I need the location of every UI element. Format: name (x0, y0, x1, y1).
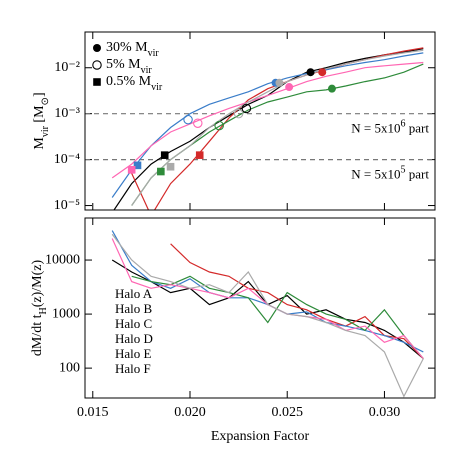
legend-label-part: 5% M (106, 57, 141, 72)
mass-marker (160, 151, 169, 159)
mass-marker (166, 162, 175, 171)
reference-label-part: 6 (401, 118, 406, 129)
y-axis-title: Mvir [M⊙] (32, 92, 51, 149)
series-line (111, 61, 424, 179)
legend-label: Halo D (115, 331, 153, 346)
mass-marker (275, 78, 284, 87)
plot-frame (84, 217, 436, 399)
y-tick-label: 10⁻⁴ (54, 152, 80, 167)
mass-marker (306, 68, 315, 77)
y-axis-title-part: H (38, 307, 49, 314)
legend-label: 5% Mvir (106, 57, 152, 76)
mass-marker (327, 84, 336, 93)
legend-label: 30% Mvir (106, 40, 159, 59)
reference-label-part: part (406, 121, 430, 136)
y-tick-label: 1000 (52, 306, 80, 321)
legend-label: 0.5% Mvir (106, 74, 163, 93)
mass-marker (214, 120, 224, 131)
mass-marker (183, 114, 193, 125)
y-axis-title-part: vir (40, 125, 51, 137)
x-tick-label: 0.025 (271, 405, 303, 420)
series-line (111, 238, 424, 359)
reference-label: N = 5x105 part (351, 164, 429, 181)
mass-marker (193, 118, 203, 128)
x-tick-label: 0.015 (77, 405, 109, 420)
y-axis-title: dM/dt tH(z)/M(z) (30, 260, 49, 357)
y-tick-label: 100 (59, 360, 80, 375)
series-line (131, 275, 424, 359)
series-line (131, 49, 424, 206)
y-tick-label: 10⁻² (54, 60, 80, 75)
x-tick-label: 0.020 (174, 405, 206, 420)
legend-label: Halo B (115, 301, 153, 316)
series-line (170, 243, 424, 360)
plot-frame (84, 31, 436, 211)
mass-marker (241, 103, 252, 114)
mass-marker (157, 167, 165, 176)
mass-marker (285, 83, 294, 92)
legend-symbol (93, 78, 101, 86)
reference-label-part: 5 (401, 164, 406, 175)
y-tick-label: 10000 (45, 252, 80, 267)
reference-label: N = 5x106 part (351, 118, 429, 135)
series-line (111, 52, 424, 198)
series-line (111, 259, 424, 360)
series-line (111, 230, 424, 353)
x-axis-title: Expansion Factor (211, 429, 310, 444)
legend-label-part: 30% M (106, 40, 148, 55)
legend-label-part: 0.5% M (106, 74, 152, 89)
mass-marker (127, 166, 136, 174)
legend-label-part: vir (151, 82, 163, 93)
legend-label: Halo C (115, 316, 152, 331)
y-axis-title-part: ] (32, 92, 47, 97)
y-tick-label: 10⁻³ (54, 106, 80, 121)
mass-marker (318, 68, 327, 77)
legend-label-part: vir (148, 48, 160, 59)
legend-label: Halo A (115, 286, 153, 301)
x-tick-label: 0.030 (369, 405, 401, 420)
y-axis-title-part: [M (32, 105, 47, 126)
mass-marker (233, 108, 244, 119)
y-axis-title-part: ⊙ (40, 97, 51, 105)
y-axis-title-part: (z)/M(z) (30, 260, 45, 308)
y-axis-title-part: M (32, 137, 47, 150)
legend-symbol (93, 44, 101, 52)
reference-label-part: N = 5x10 (351, 121, 400, 136)
reference-label-part: N = 5x10 (351, 167, 400, 182)
series-line (111, 233, 424, 398)
legend-label: Halo E (115, 346, 152, 361)
legend-label-part: vir (141, 65, 153, 76)
mass-marker (195, 151, 204, 159)
y-axis-title-part: dM/dt t (30, 314, 45, 356)
reference-label-part: part (406, 167, 430, 182)
legend-label: Halo F (115, 361, 151, 376)
y-tick-label: 10⁻⁵ (54, 198, 80, 213)
mass-marker (133, 161, 142, 170)
legend-symbol (92, 60, 102, 70)
